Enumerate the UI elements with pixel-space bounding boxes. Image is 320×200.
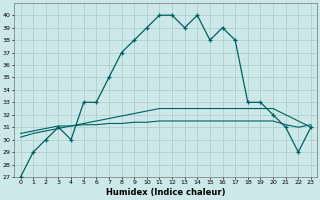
X-axis label: Humidex (Indice chaleur): Humidex (Indice chaleur) xyxy=(106,188,226,197)
